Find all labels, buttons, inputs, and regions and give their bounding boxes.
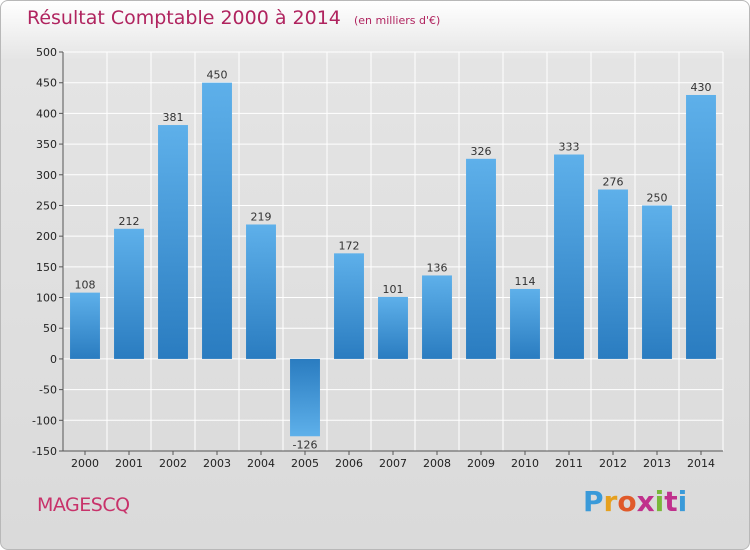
y-tick-label: 400 bbox=[36, 107, 57, 120]
y-tick-label: 250 bbox=[36, 199, 57, 212]
axis-layer: 500450400350300250200150100500-50-100-15… bbox=[32, 46, 723, 470]
title-row: Résultat Comptable 2000 à 2014 (en milli… bbox=[27, 7, 440, 29]
logo-letter: o bbox=[617, 485, 637, 518]
bar bbox=[202, 82, 232, 359]
data-label: 333 bbox=[559, 141, 580, 154]
x-tick-label: 2002 bbox=[159, 457, 187, 470]
x-tick-label: 2011 bbox=[555, 457, 583, 470]
logo-letter: i bbox=[677, 485, 688, 518]
x-tick-label: 2013 bbox=[643, 457, 671, 470]
x-tick-label: 2006 bbox=[335, 457, 363, 470]
x-tick-label: 2004 bbox=[247, 457, 275, 470]
bar bbox=[642, 205, 672, 359]
commune-name: MAGESCQ bbox=[37, 494, 130, 516]
data-label: 250 bbox=[647, 191, 668, 204]
x-tick-label: 2005 bbox=[291, 457, 319, 470]
bar bbox=[70, 292, 100, 359]
data-label: 326 bbox=[471, 145, 492, 158]
x-tick-label: 2014 bbox=[687, 457, 715, 470]
bar bbox=[378, 296, 408, 359]
x-tick-label: 2012 bbox=[599, 457, 627, 470]
label-layer: 108 212 381 450 219 -126 172 101 136 326 114 333 276… bbox=[75, 69, 712, 452]
data-label: 114 bbox=[515, 275, 536, 288]
bar bbox=[466, 158, 496, 359]
y-tick-label: -50 bbox=[39, 384, 57, 397]
bar bbox=[246, 224, 276, 359]
chart-subtitle: (en milliers d'€) bbox=[353, 14, 441, 27]
bar bbox=[554, 154, 584, 359]
data-label: 450 bbox=[207, 69, 228, 82]
logo-letter: r bbox=[603, 485, 618, 518]
y-tick-label: 150 bbox=[36, 261, 57, 274]
bar bbox=[510, 288, 540, 359]
data-label: 101 bbox=[383, 283, 404, 296]
logo-letter: P bbox=[583, 485, 604, 518]
logo-letter: t bbox=[664, 485, 678, 518]
bar bbox=[598, 189, 628, 359]
bar bbox=[114, 228, 144, 359]
y-tick-label: -100 bbox=[32, 414, 57, 427]
bar bbox=[422, 275, 452, 359]
x-tick-label: 2009 bbox=[467, 457, 495, 470]
bar bbox=[290, 358, 320, 437]
x-tick-label: 2003 bbox=[203, 457, 231, 470]
bar bbox=[686, 94, 716, 359]
logo-letter: x bbox=[636, 485, 655, 518]
x-tick-label: 2008 bbox=[423, 457, 451, 470]
data-label: 430 bbox=[691, 81, 712, 94]
data-label: 108 bbox=[75, 279, 96, 292]
data-label: 381 bbox=[163, 111, 184, 124]
bar-layer bbox=[70, 82, 716, 437]
bar bbox=[334, 253, 364, 359]
y-tick-label: 350 bbox=[36, 138, 57, 151]
chart-title: Résultat Comptable 2000 à 2014 bbox=[27, 7, 341, 29]
y-tick-label: 50 bbox=[43, 322, 57, 335]
x-tick-label: 2000 bbox=[71, 457, 99, 470]
data-label: 172 bbox=[339, 239, 360, 252]
bar bbox=[158, 125, 188, 359]
y-tick-label: 0 bbox=[50, 353, 57, 366]
data-label: 212 bbox=[119, 215, 140, 228]
logo-letter: i bbox=[654, 485, 665, 518]
data-label: 219 bbox=[251, 210, 272, 223]
x-tick-label: 2010 bbox=[511, 457, 539, 470]
data-label: 276 bbox=[603, 176, 624, 189]
y-tick-label: -150 bbox=[32, 445, 57, 458]
y-tick-label: 200 bbox=[36, 230, 57, 243]
y-tick-label: 100 bbox=[36, 292, 57, 305]
x-tick-label: 2007 bbox=[379, 457, 407, 470]
y-tick-label: 500 bbox=[36, 46, 57, 59]
proxiti-logo[interactable]: Proxiti bbox=[583, 485, 687, 518]
y-tick-label: 300 bbox=[36, 169, 57, 182]
data-label: -126 bbox=[293, 438, 318, 451]
data-label: 136 bbox=[427, 261, 448, 274]
y-tick-label: 450 bbox=[36, 77, 57, 90]
x-tick-label: 2001 bbox=[115, 457, 143, 470]
